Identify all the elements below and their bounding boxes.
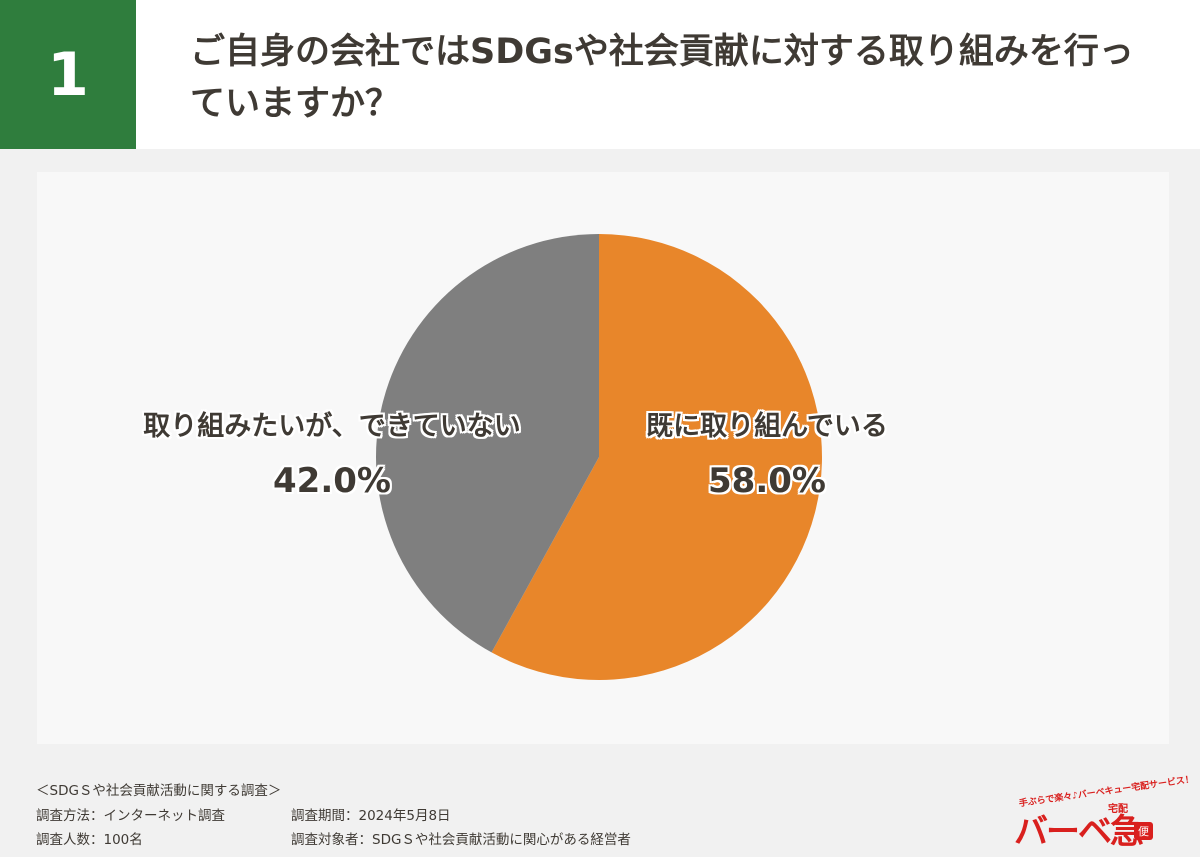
slice-name: 取り組みたいが、できていない	[143, 411, 521, 442]
pie-slice-already-doing	[491, 234, 822, 680]
slice-label-want-but-not-doing: 取り組みたいが、できていない 42.0%	[137, 404, 527, 501]
pie-slice-want-but-not-doing	[375, 233, 599, 653]
header: 1 ご自身の会社ではSDGsや社会貢献に対する取り組みを行っていますか？	[0, 0, 1200, 149]
survey-period: 調査期間：2024年5月8日	[291, 808, 451, 824]
pie-chart	[375, 233, 822, 680]
logo-sub: 宅配	[1108, 804, 1128, 815]
survey-title: ＜SDGＳや社会貢献活動に関する調査＞	[36, 783, 282, 799]
chart-panel: 既に取り組んでいる 58.0% 取り組みたいが、できていない 42.0%	[37, 172, 1169, 744]
slice-percent: 58.0%	[708, 461, 826, 501]
survey-respondents: 調査人数：100名	[36, 832, 143, 848]
slice-percent: 42.0%	[273, 461, 391, 501]
survey-footer: ＜SDGＳや社会貢献活動に関する調査＞ 調査方法：インターネット調査 調査期間：…	[0, 769, 1200, 857]
chart-area: 既に取り組んでいる 58.0% 取り組みたいが、できていない 42.0%	[0, 149, 1200, 769]
survey-target: 調査対象者：SDGＳや社会貢献活動に関心がある経営者	[291, 832, 631, 848]
slice-label-already-doing: 既に取り組んでいる 58.0%	[617, 404, 917, 501]
question-title: ご自身の会社ではSDGsや社会貢献に対する取り組みを行っていますか？	[190, 32, 1134, 124]
slice-name: 既に取り組んでいる	[646, 411, 888, 442]
question-number: 1	[0, 0, 136, 149]
logo-badge: 便	[1134, 822, 1153, 840]
logo-name: バーベ急	[1014, 812, 1144, 852]
brand-logo: 手ぶらで楽々♪バーベキュー宅配サービス！ 宅配 バーベ急 便	[1010, 775, 1195, 852]
survey-method: 調査方法：インターネット調査	[36, 808, 225, 824]
